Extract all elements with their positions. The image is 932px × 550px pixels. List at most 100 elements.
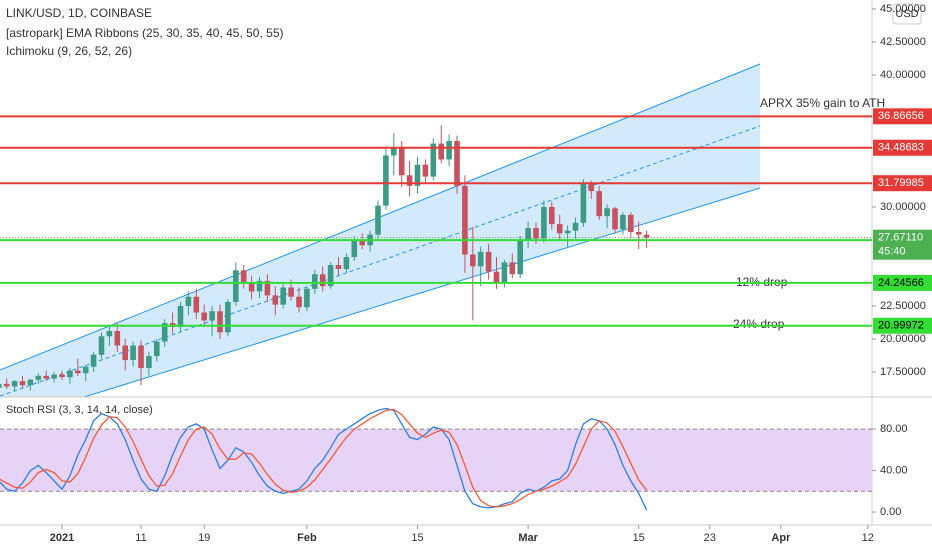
- candle-body: [485, 251, 492, 272]
- candle-body: [256, 280, 263, 292]
- stoch-band: [0, 429, 872, 492]
- candle-body: [75, 370, 81, 374]
- candle-body: [59, 374, 65, 378]
- candle-body: [509, 262, 516, 275]
- level-label: 34.48683: [878, 142, 924, 154]
- y-tick-label: 80.00: [880, 423, 908, 435]
- level-label: 31.79985: [878, 177, 924, 189]
- candle-body: [588, 183, 595, 192]
- candle-body: [185, 296, 192, 306]
- candle-body: [327, 265, 334, 287]
- candle-body: [335, 265, 342, 269]
- candle-body: [217, 311, 223, 333]
- last-price-label: 27.67110: [878, 232, 923, 244]
- candle-body: [130, 345, 136, 361]
- x-tick-label: 15: [411, 532, 423, 544]
- candle-body: [556, 224, 563, 234]
- candle-body: [201, 312, 207, 321]
- candle-body: [312, 274, 318, 289]
- candle-body: [0, 383, 2, 388]
- candle-body: [19, 381, 26, 386]
- level-label-box: [873, 108, 932, 125]
- candle-body: [359, 239, 365, 246]
- level-label-box: [873, 175, 932, 192]
- candle-body: [82, 366, 89, 374]
- chart-title: LINK/USD, 1D, COINBASE: [6, 6, 152, 20]
- level-label-box: [873, 317, 932, 334]
- candle-body: [51, 374, 57, 379]
- candle-body: [193, 296, 200, 313]
- candle-body: [533, 228, 539, 239]
- candle-body: [233, 270, 239, 302]
- indicator-label: Ichimoku (9, 26, 52, 26): [6, 44, 132, 58]
- candle-body: [90, 354, 97, 367]
- currency-box[interactable]: [892, 3, 922, 25]
- candle-body: [11, 381, 18, 387]
- candle-body: [628, 214, 634, 233]
- candle-body: [643, 234, 650, 238]
- x-tick-label: 2021: [50, 532, 74, 544]
- candle-body: [635, 232, 642, 235]
- y-tick-label: 30.00000: [880, 201, 926, 213]
- last-price-box: [873, 229, 932, 260]
- y-tick-label: 20.00000: [880, 333, 926, 345]
- y-tick-label: 22.50000: [880, 300, 926, 312]
- candle-body: [138, 345, 144, 368]
- candle-body: [43, 375, 49, 379]
- candle-body: [177, 305, 184, 328]
- annotation: APRX 35% gain to ATH: [760, 96, 885, 110]
- countdown: 45:40: [878, 246, 906, 258]
- candle-body: [304, 288, 310, 308]
- candle-body: [240, 270, 247, 283]
- candle-body: [454, 140, 460, 186]
- candle-body: [541, 206, 547, 239]
- candle-body: [493, 271, 500, 283]
- candle-body: [375, 205, 381, 235]
- candle-body: [549, 206, 555, 225]
- candle-body: [209, 311, 215, 321]
- candle-body: [462, 185, 468, 255]
- candle-body: [114, 331, 121, 346]
- channel-drawing: [0, 63, 761, 397]
- stoch-title: Stoch RSI (3, 3, 14, 14, close): [6, 404, 153, 416]
- candle-body: [391, 147, 397, 156]
- x-tick-label: 19: [198, 532, 210, 544]
- level-label: 20.99972: [878, 320, 924, 332]
- candle-body: [620, 214, 626, 230]
- candle-body: [154, 341, 160, 357]
- y-tick-label: 45.00000: [880, 3, 926, 15]
- y-tick-label: 40.00000: [880, 69, 926, 81]
- level-label-box: [873, 139, 932, 156]
- x-tick-label: Mar: [518, 532, 538, 544]
- candle-body: [438, 143, 444, 160]
- y-tick-label: 40.00: [880, 464, 908, 476]
- candle-body: [525, 228, 531, 240]
- x-tick-label: 23: [704, 532, 716, 544]
- stoch-line: [0, 408, 648, 508]
- candle-body: [406, 175, 413, 186]
- candle-body: [414, 164, 421, 186]
- annotation: 24% drop: [733, 317, 785, 331]
- candle-body: [343, 257, 350, 269]
- candle-body: [67, 370, 73, 378]
- candle-body: [398, 147, 405, 176]
- candle-body: [564, 230, 571, 234]
- level-label: 36.86656: [878, 110, 924, 122]
- candle-body: [296, 296, 302, 308]
- candle-body: [272, 295, 279, 305]
- candle-body: [351, 239, 358, 258]
- candle-body: [612, 208, 618, 230]
- candle-body: [35, 375, 42, 380]
- candle-body: [27, 379, 34, 386]
- x-tick-label: Feb: [297, 532, 317, 544]
- level-label: 24.24566: [878, 277, 924, 289]
- indicator-label: [astropark] EMA Ribbons (25, 30, 35, 40,…: [6, 26, 284, 40]
- candle-body: [572, 222, 579, 231]
- candle-body: [430, 143, 437, 177]
- y-tick-label: 42.50000: [880, 36, 926, 48]
- candle-body: [106, 331, 113, 337]
- candle-body: [161, 323, 168, 342]
- candle-body: [225, 301, 231, 333]
- x-tick-label: 15: [633, 532, 645, 544]
